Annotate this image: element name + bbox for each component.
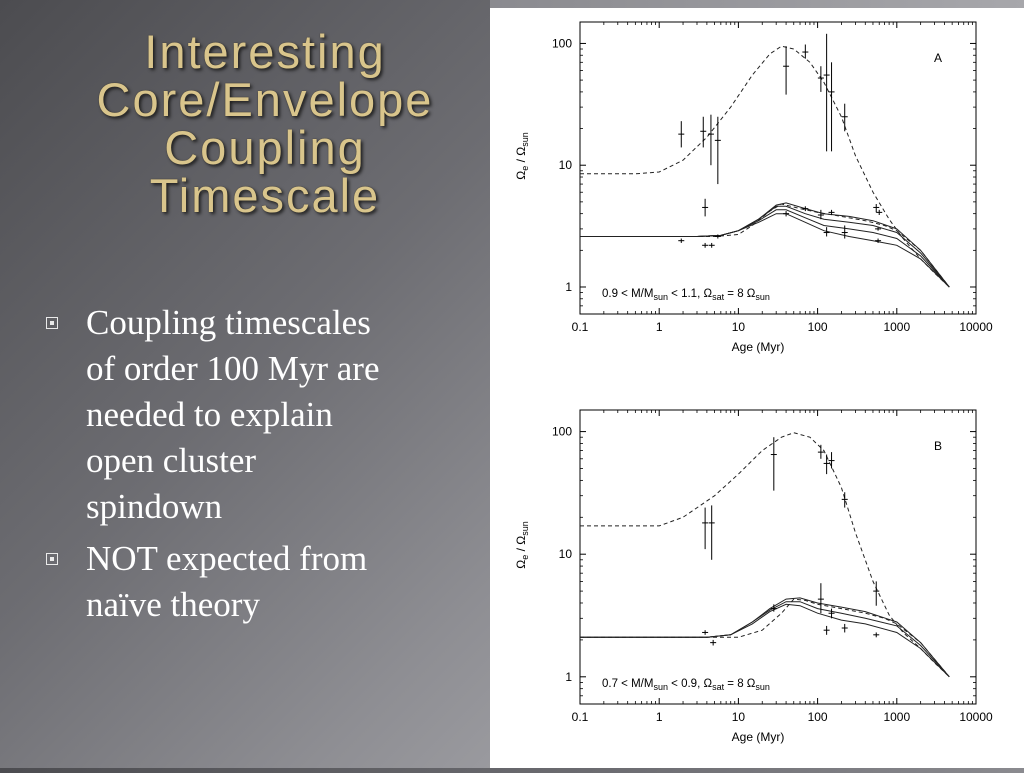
x-tick-label: 100 xyxy=(808,320,828,334)
dashed-model-curve xyxy=(580,203,950,288)
solid-model-curve xyxy=(580,213,950,288)
y-tick-label: 1 xyxy=(565,280,572,294)
bullet-list: Coupling timescales of order 100 Myr are… xyxy=(46,300,466,634)
bullet-item: Coupling timescales of order 100 Myr are… xyxy=(46,300,466,530)
bullet-text: NOT expected from naïve theory xyxy=(86,536,367,628)
solid-model-curve xyxy=(580,603,950,678)
x-tick-label: 100 xyxy=(808,710,828,724)
bullet-line: spindown xyxy=(86,487,223,526)
title-line: Interesting xyxy=(144,25,386,78)
y-tick-label: 1 xyxy=(565,670,572,684)
chart-panel-b: 0.1 1 10 100 1000 10000 1 10 100 Age (Myr) Ωe​ / Ω… xyxy=(514,409,993,744)
bullet-line: Coupling timescales xyxy=(86,303,371,342)
bullet-line: NOT expected from xyxy=(86,539,368,578)
x-tick-label: 0.1 xyxy=(572,320,589,334)
title-line: Core/Envelope xyxy=(96,73,434,126)
panel-label: B xyxy=(934,439,942,453)
chart-panel-a: 0.1 1 10 100 1000 10000 1 10 100 Age (Myr) Ωe​ / Ω… xyxy=(514,21,993,354)
solid-model-curve xyxy=(580,209,950,288)
mass-range-annotation: 0.9 < M/Msun​ < 1.1, Ωsat​ = 8 Ωsun​ xyxy=(602,288,770,302)
bullet-line: open cluster xyxy=(86,441,257,480)
title-line: Timescale xyxy=(149,169,381,222)
x-tick-label: 1 xyxy=(656,710,663,724)
bullet-line: of order 100 Myr are xyxy=(86,349,380,388)
x-tick-label: 1 xyxy=(656,320,663,334)
bullet-text: Coupling timescales of order 100 Myr are… xyxy=(86,300,380,530)
y-tick-label: 100 xyxy=(552,425,572,439)
x-tick-label: 10 xyxy=(732,320,746,334)
dashed-model-curve xyxy=(580,432,950,678)
slide-title: Interesting Core/Envelope Coupling Times… xyxy=(40,28,490,220)
title-line: Coupling xyxy=(164,121,366,174)
top-strip xyxy=(490,0,1024,8)
figure-panel: 0.1 1 10 100 1000 10000 1 10 100 Age (Myr) Ωe​ / Ω… xyxy=(490,8,1024,768)
y-tick-label: 10 xyxy=(559,158,573,172)
panel-label: A xyxy=(934,51,942,65)
figure-svg: 0.1 1 10 100 1000 10000 1 10 100 Age (Myr) Ωe​ / Ω… xyxy=(514,21,993,744)
x-tick-label: 10000 xyxy=(959,320,993,334)
x-tick-label: 0.1 xyxy=(572,710,589,724)
y-axis-label: Ωe​ / Ωsun​ xyxy=(514,132,530,180)
plot-frame xyxy=(579,409,977,705)
mass-range-annotation: 0.7 < M/Msun​ < 0.9, Ωsat​ = 8 Ωsun​ xyxy=(602,678,770,692)
y-axis-label: Ωe​ / Ωsun​ xyxy=(514,521,530,569)
square-bullet-icon xyxy=(46,317,58,329)
y-tick-label: 10 xyxy=(559,547,573,561)
x-tick-label: 1000 xyxy=(883,710,910,724)
solid-model-curve xyxy=(580,205,950,288)
x-tick-label: 1000 xyxy=(883,320,910,334)
x-tick-label: 10 xyxy=(732,710,746,724)
square-bullet-icon xyxy=(46,553,58,565)
bullet-line: naïve theory xyxy=(86,585,260,624)
dashed-model-curve xyxy=(580,598,950,678)
dashed-model-curve xyxy=(580,45,950,288)
bullet-item: NOT expected from naïve theory xyxy=(46,536,466,628)
x-axis-label: Age (Myr) xyxy=(732,730,785,744)
x-tick-label: 10000 xyxy=(959,710,993,724)
bullet-line: needed to explain xyxy=(86,395,333,434)
plot-frame xyxy=(579,21,977,315)
x-axis-label: Age (Myr) xyxy=(732,340,785,354)
y-tick-label: 100 xyxy=(552,36,572,50)
